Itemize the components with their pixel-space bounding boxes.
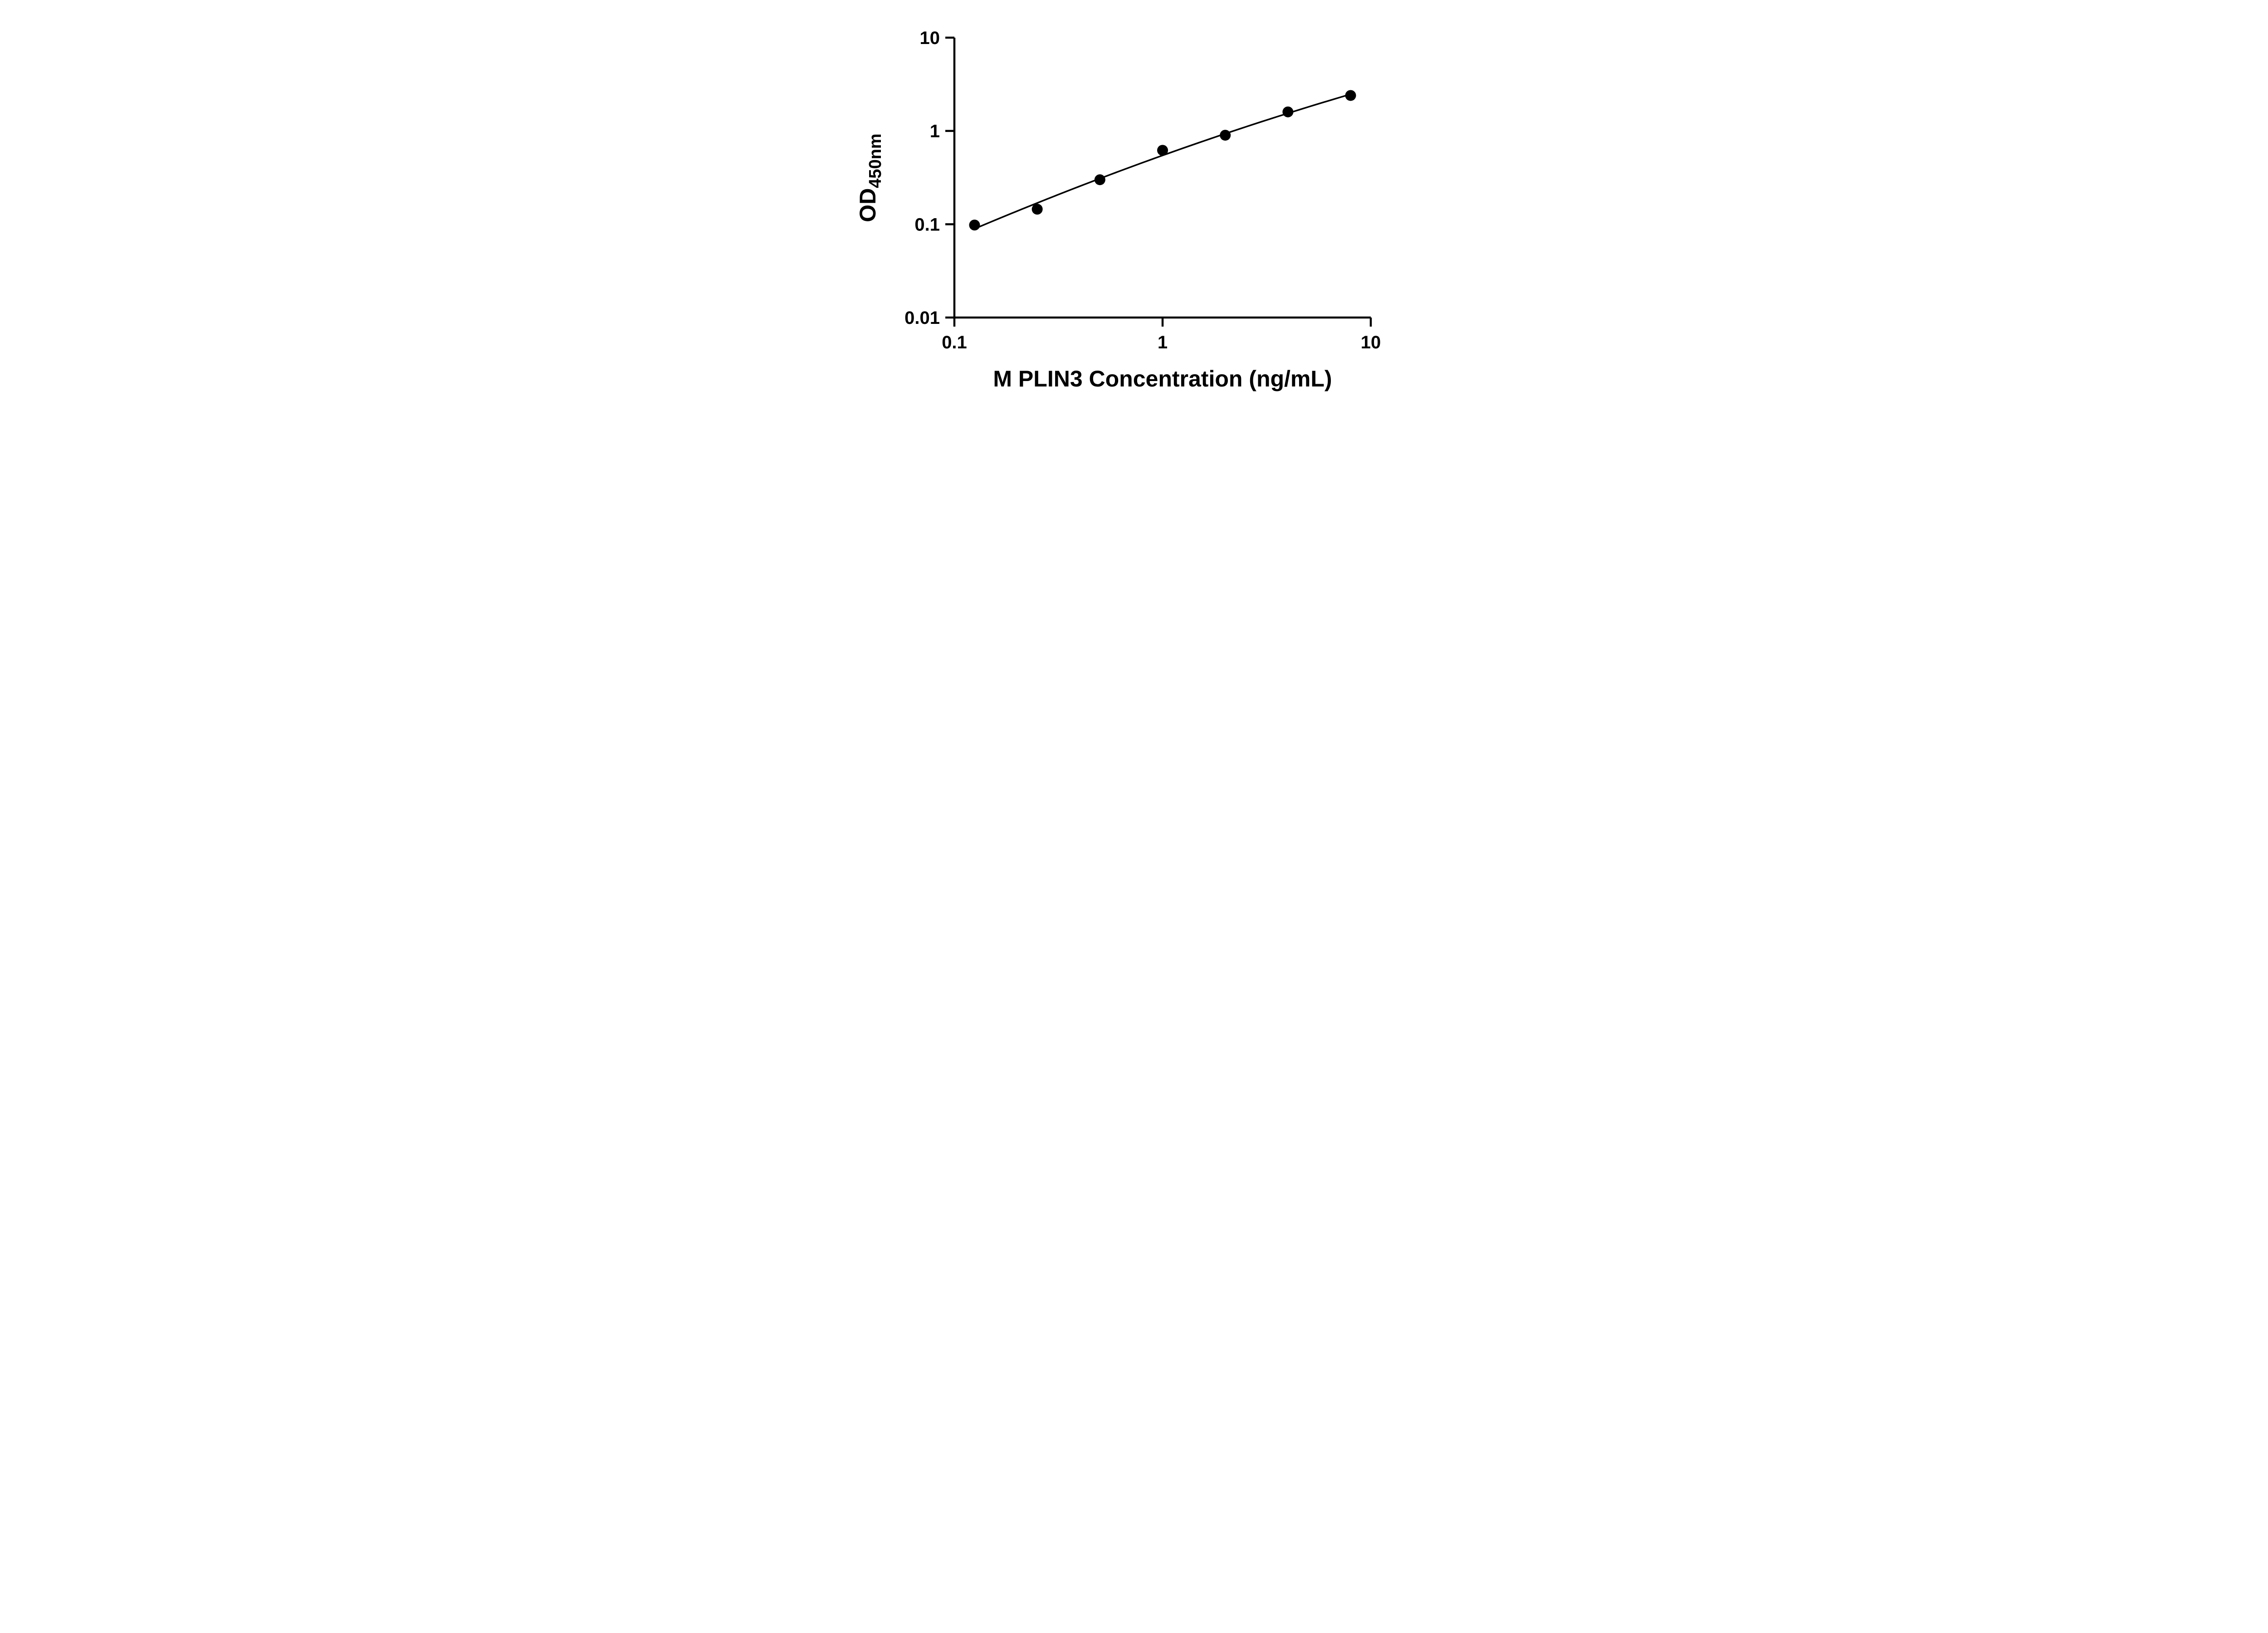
data-point	[1219, 130, 1231, 141]
data-point	[1157, 145, 1168, 156]
y-tick-label: 10	[919, 28, 940, 48]
data-point	[1282, 106, 1293, 117]
data-point	[968, 220, 980, 231]
x-axis-title: M PLIN3 Concentration (ng/mL)	[993, 366, 1332, 391]
y-axis-title: OD450nm	[855, 133, 885, 222]
fit-curve	[973, 93, 1351, 230]
x-tick-label: 1	[1157, 332, 1167, 352]
y-axis-title-subscript: 450nm	[866, 133, 885, 188]
data-point	[1031, 204, 1043, 215]
data-point	[1345, 90, 1356, 101]
y-tick-label: 0.1	[914, 215, 940, 235]
chart-page: 0.01 0.1 1 10 0.1 1 10 M PLIN3 Concentration (…	[842, 0, 1426, 408]
x-tick-label: 0.1	[942, 332, 967, 352]
y-tick-label: 1	[929, 122, 939, 142]
y-axis-title-main: OD	[855, 188, 880, 222]
data-point	[1094, 174, 1105, 186]
y-tick-label: 0.01	[904, 308, 940, 328]
x-tick-label: 10	[1360, 332, 1381, 352]
